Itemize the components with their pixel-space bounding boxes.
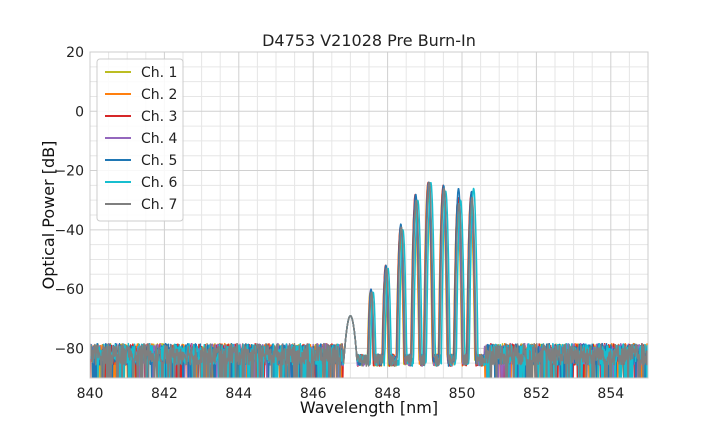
legend-entry-label: Ch. 7 [141, 197, 177, 213]
legend-entry-label: Ch. 6 [141, 175, 178, 191]
x-tick-label: 850 [449, 386, 476, 402]
x-tick-label: 842 [151, 386, 178, 402]
series-line [90, 181, 648, 378]
y-tick-label: 0 [75, 104, 84, 120]
chart-title: D4753 V21028 Pre Burn-In [262, 31, 476, 50]
legend-entry-label: Ch. 4 [141, 131, 178, 147]
y-tick-label: −20 [54, 164, 84, 180]
y-axis-label: Optical Power [dB] [39, 141, 58, 290]
y-tick-label: 20 [66, 45, 84, 61]
legend: Ch. 1 Ch. 2 Ch. 3 Ch. 4 Ch. 5 Ch. 6 Ch. 7 [96, 58, 184, 222]
x-tick-label: 852 [523, 386, 550, 402]
x-tick-label: 846 [300, 386, 327, 402]
y-tick-label: −60 [54, 282, 84, 298]
y-tick-labels: 20 0 −20 −40 −60 −80 [54, 45, 84, 357]
y-tick-label: −40 [54, 223, 84, 239]
legend-entry-label: Ch. 1 [141, 65, 177, 81]
x-axis-label: Wavelength [nm] [300, 398, 438, 417]
x-tick-labels: 840 842 844 846 848 850 852 854 [77, 386, 625, 402]
x-tick-label: 840 [77, 386, 104, 402]
x-tick-label: 844 [225, 386, 252, 402]
y-tick-label: −80 [54, 341, 84, 357]
plot-frame [89, 51, 649, 379]
legend-entry-label: Ch. 3 [141, 109, 177, 125]
x-tick-label: 848 [374, 386, 401, 402]
series-lines [90, 181, 648, 378]
legend-entry-label: Ch. 2 [141, 87, 177, 103]
legend-box [96, 58, 184, 222]
legend-entry-label: Ch. 5 [141, 153, 177, 169]
x-tick-label: 854 [597, 386, 624, 402]
